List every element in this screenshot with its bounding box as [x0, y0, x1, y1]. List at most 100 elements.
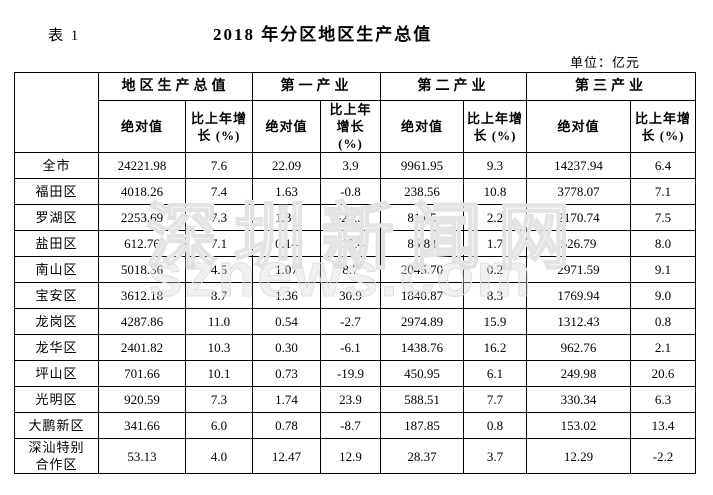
value-cell: 238.56: [380, 178, 464, 205]
group-header-primary: 第一产业: [252, 72, 381, 101]
table-row: 盐田区 612.76 7.1 0.14 -19.4 85.83 1.7 526.79 8.0: [14, 230, 696, 257]
group-header-secondary: 第二产业: [380, 72, 527, 101]
value-cell: 0.14: [252, 230, 321, 257]
table-row: 龙华区 2401.82 10.3 0.30 -6.1 1438.76 16.2 962.76 2…: [14, 334, 696, 361]
region-cell: 盐田区: [14, 230, 99, 257]
subheader-tertiary-growth: 比上年增长 (%): [630, 100, 696, 153]
subheader-gdp-growth: 比上年增长 (%): [185, 100, 253, 153]
subheader-gdp-abs: 绝对值: [98, 100, 186, 153]
value-cell: 15.9: [463, 308, 527, 335]
value-cell: 4.0: [185, 438, 253, 474]
value-cell: 6.4: [630, 152, 696, 179]
region-cell: 宝安区: [14, 282, 99, 309]
value-cell: 8.7: [320, 256, 381, 283]
value-cell: 53.13: [98, 438, 186, 474]
value-cell: -19.4: [320, 230, 381, 257]
value-cell: 7.6: [185, 152, 253, 179]
subheader-secondary-abs: 绝对值: [380, 100, 464, 153]
value-cell: 1.7: [463, 230, 527, 257]
value-cell: 23.9: [320, 386, 381, 413]
value-cell: 85.83: [380, 230, 464, 257]
value-cell: -6.1: [320, 334, 381, 361]
corner-cell: [14, 72, 99, 153]
value-cell: 0.78: [252, 412, 321, 439]
value-cell: 9.1: [630, 256, 696, 283]
value-cell: 1.36: [252, 282, 321, 309]
region-cell: 龙岗区: [14, 308, 99, 335]
value-cell: 1769.94: [526, 282, 631, 309]
value-cell: 1.63: [252, 178, 321, 205]
region-cell: 南山区: [14, 256, 99, 283]
value-cell: 10.8: [463, 178, 527, 205]
value-cell: 30.9: [320, 282, 381, 309]
value-cell: 4.5: [185, 256, 253, 283]
value-cell: 3.9: [320, 152, 381, 179]
value-cell: 12.29: [526, 438, 631, 474]
value-cell: 2974.89: [380, 308, 464, 335]
value-cell: 7.1: [630, 178, 696, 205]
subheader-primary-abs: 绝对值: [252, 100, 321, 153]
value-cell: 0.73: [252, 360, 321, 387]
value-cell: 612.76: [98, 230, 186, 257]
region-cell: 龙华区: [14, 334, 99, 361]
value-cell: 701.66: [98, 360, 186, 387]
value-cell: 14237.94: [526, 152, 631, 179]
value-cell: 1312.43: [526, 308, 631, 335]
region-cell: 坪山区: [14, 360, 99, 387]
table-body: 全市 24221.98 7.6 22.09 3.9 9961.95 9.3 14237.94 6…: [14, 152, 696, 474]
value-cell: 7.3: [185, 386, 253, 413]
value-cell: -8.7: [320, 412, 381, 439]
value-cell: 4018.26: [98, 178, 186, 205]
table-row: 深汕特别合作区 53.13 4.0 12.47 12.9 28.37 3.7 12.29 -2.…: [14, 438, 696, 474]
value-cell: 12.47: [252, 438, 321, 474]
value-cell: 9.3: [463, 152, 527, 179]
value-cell: 1.74: [252, 386, 321, 413]
sub-header-row: 绝对值 比上年增长 (%) 绝对值 比上年增长 (%) 绝对值 比上年增长 (%…: [15, 100, 696, 153]
value-cell: 9.0: [630, 282, 696, 309]
value-cell: 7.3: [185, 204, 253, 231]
value-cell: 8.0: [630, 230, 696, 257]
table-row: 全市 24221.98 7.6 22.09 3.9 9961.95 9.3 14237.94 6…: [14, 152, 696, 179]
value-cell: 3778.07: [526, 178, 631, 205]
value-cell: 9961.95: [380, 152, 464, 179]
value-cell: 450.95: [380, 360, 464, 387]
value-cell: 330.34: [526, 386, 631, 413]
value-cell: 6.0: [185, 412, 253, 439]
table-row: 龙岗区 4287.86 11.0 0.54 -2.7 2974.89 15.9 1312.43…: [14, 308, 696, 335]
value-cell: 16.2: [463, 334, 527, 361]
value-cell: 24221.98: [98, 152, 186, 179]
value-cell: 2.2: [463, 204, 527, 231]
value-cell: 1438.76: [380, 334, 464, 361]
region-cell: 光明区: [14, 386, 99, 413]
value-cell: 1.31: [252, 204, 321, 231]
table-row: 光明区 920.59 7.3 1.74 23.9 588.51 7.7 330.34 6.3: [14, 386, 696, 413]
subheader-secondary-growth: 比上年增长 (%): [463, 100, 527, 153]
value-cell: -2.2: [630, 438, 696, 474]
value-cell: 2971.59: [526, 256, 631, 283]
value-cell: 0.54: [252, 308, 321, 335]
value-cell: 10.3: [185, 334, 253, 361]
value-cell: 8.7: [185, 282, 253, 309]
gdp-table: 地区生产总值 第一产业 第二产业 第三产业 绝对值 比上年增长 (%) 绝对值 …: [14, 72, 696, 474]
table-row: 宝安区 3612.18 8.7 1.36 30.9 1840.87 8.3 1769.94 9.…: [14, 282, 696, 309]
value-cell: 0.2: [463, 256, 527, 283]
value-cell: 11.0: [185, 308, 253, 335]
value-cell: 2401.82: [98, 334, 186, 361]
value-cell: 3.7: [463, 438, 527, 474]
table-row: 大鹏新区 341.66 6.0 0.78 -8.7 187.85 0.8 153.02 13.4: [14, 412, 696, 439]
value-cell: 0.8: [630, 308, 696, 335]
value-cell: 7.5: [630, 204, 696, 231]
value-cell: 13.4: [630, 412, 696, 439]
value-cell: 2253.69: [98, 204, 186, 231]
region-cell: 全市: [14, 152, 99, 179]
value-cell: 249.98: [526, 360, 631, 387]
value-cell: -27.3: [320, 204, 381, 231]
table-label: 表 1: [48, 28, 81, 44]
value-cell: 588.51: [380, 386, 464, 413]
value-cell: 153.02: [526, 412, 631, 439]
value-cell: 6.3: [630, 386, 696, 413]
value-cell: 28.37: [380, 438, 464, 474]
value-cell: 4287.86: [98, 308, 186, 335]
value-cell: 22.09: [252, 152, 321, 179]
